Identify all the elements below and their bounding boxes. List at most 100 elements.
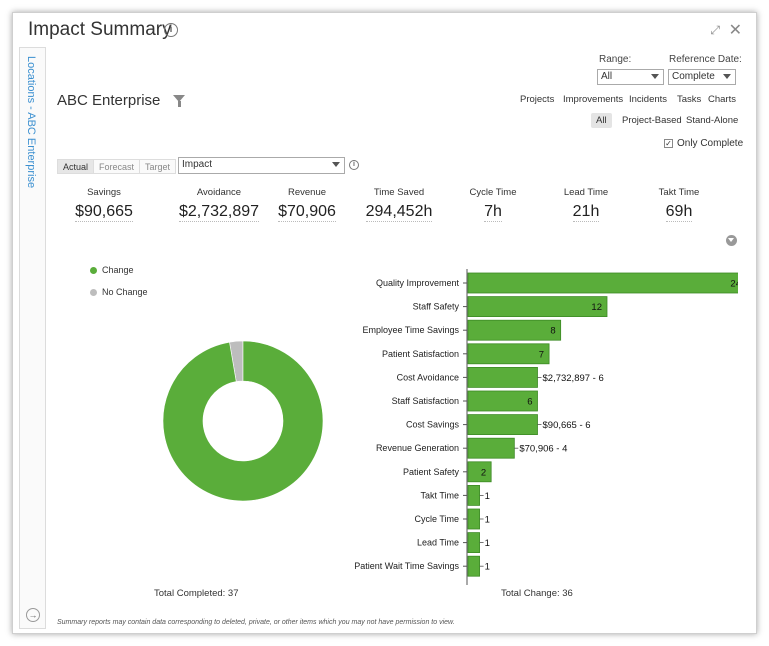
close-icon[interactable]: ✕ [728, 22, 742, 39]
bar-category-label: Quality Improvement [376, 278, 460, 288]
metric-label: Lead Time [563, 187, 609, 198]
chevron-down-circle-icon[interactable] [726, 235, 737, 246]
reference-date-select[interactable]: Complete [668, 69, 736, 85]
bar-staff-satisfaction[interactable] [467, 390, 538, 412]
only-complete-label[interactable]: Only Complete [677, 138, 744, 149]
bar-category-label: Lead Time [417, 538, 459, 548]
metric-label: Revenue [287, 187, 327, 198]
window-header: Impact Summary i ⤢ ✕ [13, 13, 756, 47]
bar-takt-time[interactable] [467, 484, 480, 506]
metric-value[interactable]: 21h [572, 203, 600, 222]
donut-chart [162, 340, 324, 502]
metric-value[interactable]: $90,665 [75, 203, 133, 222]
chevron-down-icon [332, 162, 340, 167]
legend-swatch [90, 267, 97, 274]
metric-savings: Savings $90,665 [57, 187, 151, 222]
metric-label: Cycle Time [469, 187, 517, 198]
metric-label: Savings [87, 187, 121, 198]
bar-cycle-time[interactable] [467, 508, 480, 530]
reference-date-label: Reference Date: [669, 54, 742, 65]
bar-category-label: Staff Satisfaction [392, 396, 459, 406]
metric-label: Avoidance [196, 187, 242, 198]
bar-value-label: 1 [485, 515, 490, 526]
tab-actual[interactable]: Actual [57, 159, 94, 174]
total-completed: Total Completed: 37 [154, 588, 239, 599]
impact-select-value: Impact [182, 159, 213, 170]
legend-change[interactable]: Change [90, 265, 134, 275]
locations-sidebar[interactable]: Locations - ABC Enterprise → [19, 47, 46, 629]
metric-value[interactable]: $2,732,897 [178, 203, 260, 222]
bar-category-label: Revenue Generation [376, 443, 459, 453]
tab-target[interactable]: Target [139, 159, 177, 174]
metric-value[interactable]: 294,452h [365, 203, 433, 222]
legend-label: Change [102, 265, 134, 275]
nav-tasks[interactable]: Tasks [677, 94, 702, 105]
arrow-right-icon[interactable]: → [26, 608, 40, 622]
donut-slice-change[interactable] [162, 340, 324, 502]
range-label: Range: [599, 54, 632, 65]
bar-value-label: 8 [550, 326, 555, 337]
sidebar-label[interactable]: Locations - ABC Enterprise [25, 56, 37, 189]
metric-label: Takt Time [658, 187, 700, 198]
view-tabs: Actual Forecast Target [57, 159, 177, 174]
bar-revenue-generation[interactable] [467, 437, 515, 459]
nav-charts[interactable]: Charts [708, 94, 736, 105]
bar-category-label: Patient Wait Time Savings [354, 561, 459, 571]
metric-value[interactable]: 69h [665, 203, 693, 222]
bar-category-label: Employee Time Savings [362, 325, 459, 335]
range-select[interactable]: All [597, 69, 664, 85]
bar-category-label: Patient Satisfaction [382, 349, 459, 359]
metric-value[interactable]: $70,906 [278, 203, 336, 222]
legend-label: No Change [102, 287, 148, 297]
bar-value-label: $90,665 - 6 [543, 420, 591, 431]
nav-improvements[interactable]: Improvements [563, 94, 624, 105]
metric-cycle-time: Cycle Time 7h [446, 187, 540, 222]
bar-value-label: 1 [485, 538, 490, 549]
scope-all[interactable]: All [591, 113, 612, 128]
metric-label: Time Saved [373, 187, 425, 198]
chevron-down-icon [651, 74, 659, 79]
bar-quality-improvement[interactable] [467, 272, 738, 294]
bar-patient-wait-time-savings[interactable] [467, 555, 480, 577]
bar-cost-avoidance[interactable] [467, 367, 538, 388]
filter-icon[interactable] [173, 95, 185, 107]
metric-revenue: Revenue $70,906 [260, 187, 354, 222]
bar-category-label: Takt Time [420, 490, 459, 500]
tab-forecast[interactable]: Forecast [93, 159, 140, 174]
bar-category-label: Cost Savings [406, 420, 460, 430]
metric-lead-time: Lead Time 21h [539, 187, 633, 222]
metric-takt-time: Takt Time 69h [632, 187, 726, 222]
impact-summary-window: Impact Summary i ⤢ ✕ Locations - ABC Ent… [12, 12, 757, 634]
impact-info-icon[interactable]: i [349, 160, 359, 170]
scope-project-based[interactable]: Project-Based [622, 115, 682, 126]
range-value: All [601, 71, 613, 82]
bar-value-label: 7 [539, 349, 544, 360]
bar-staff-safety[interactable] [467, 296, 608, 318]
chevron-down-icon [723, 74, 731, 79]
bar-chart: Quality Improvement24Staff Safety12Emplo… [354, 269, 738, 585]
bar-value-label: 1 [485, 491, 490, 502]
metric-time-saved: Time Saved 294,452h [352, 187, 446, 222]
total-change: Total Change: 36 [501, 588, 573, 599]
metric-avoidance: Avoidance $2,732,897 [169, 187, 269, 222]
info-icon[interactable]: i [164, 23, 178, 37]
bar-lead-time[interactable] [467, 532, 480, 554]
legend-swatch [90, 289, 97, 296]
bar-cost-savings[interactable] [467, 414, 538, 436]
bar-patient-safety[interactable] [467, 461, 492, 483]
expand-icon[interactable]: ⤢ [710, 23, 720, 37]
scope-stand-alone[interactable]: Stand-Alone [686, 115, 739, 126]
nav-incidents[interactable]: Incidents [629, 94, 668, 105]
bar-category-label: Cost Avoidance [397, 372, 459, 382]
legend-no-change[interactable]: No Change [90, 287, 148, 297]
bar-employee-time-savings[interactable] [467, 319, 562, 341]
bar-value-label: 1 [485, 562, 490, 573]
nav-projects[interactable]: Projects [520, 94, 555, 105]
window-title: Impact Summary [28, 19, 172, 40]
bar-patient-satisfaction[interactable] [467, 343, 550, 365]
disclaimer: Summary reports may contain data corresp… [57, 619, 455, 626]
metric-value[interactable]: 7h [484, 203, 502, 222]
impact-select[interactable]: Impact [178, 157, 345, 174]
bar-value-label: 24 [730, 279, 738, 290]
only-complete-checkbox[interactable]: ✓ [664, 139, 673, 148]
